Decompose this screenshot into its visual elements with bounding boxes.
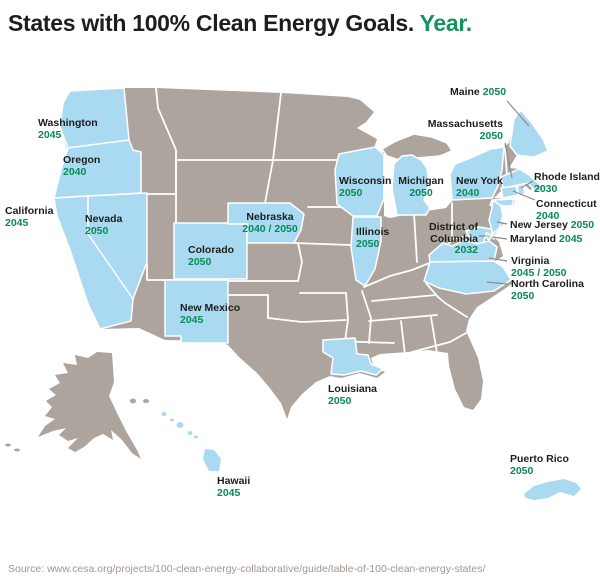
state-illinois	[350, 216, 382, 287]
state-wisconsin	[334, 146, 385, 217]
page-title: States with 100% Clean Energy Goals. Yea…	[8, 10, 472, 37]
state-hawaii	[161, 412, 221, 471]
state-louisiana	[322, 337, 384, 376]
state-new-york	[449, 146, 505, 201]
state-nevada	[87, 192, 148, 300]
label-colorado: Colorado 2050	[188, 244, 235, 268]
label-hawaii: Hawaii 2045	[217, 475, 251, 499]
state-colorado	[173, 222, 248, 280]
label-leader-lines	[479, 100, 536, 285]
label-california: California 2045	[5, 205, 54, 229]
label-virginia: Virginia 2045 / 2050	[511, 255, 567, 279]
source-attribution: Source: www.cesa.org/projects/100-clean-…	[8, 563, 486, 575]
label-maine: Maine 2050	[450, 86, 507, 98]
state-alaska	[5, 352, 149, 459]
label-louisiana: Louisiana 2050	[328, 383, 378, 407]
state-new-mexico	[164, 279, 229, 344]
state-maine	[509, 109, 549, 158]
state-connecticut	[500, 185, 519, 199]
label-wisconsin: Wisconsin 2050	[339, 175, 392, 199]
label-illinois: Illinois 2050	[356, 226, 390, 250]
label-washington: Washington 2045	[38, 117, 98, 141]
page-title-accent: Year.	[419, 10, 473, 36]
label-michigan: Michigan 2050	[398, 175, 444, 199]
state-oregon	[53, 139, 142, 199]
label-rhode-island: Rhode Island 2030	[534, 171, 600, 195]
state-nebraska	[227, 202, 305, 244]
label-north-carolina: North Carolina 2050	[511, 278, 584, 302]
state-puerto-rico	[524, 479, 581, 500]
label-new-york: New York 2040	[456, 175, 503, 199]
label-oregon: Oregon 2040	[63, 154, 101, 178]
label-new-mexico: New Mexico 2045	[180, 302, 241, 326]
state-new-jersey	[488, 199, 504, 235]
label-nebraska: Nebraska 2040 / 2050	[242, 211, 298, 235]
label-puerto-rico: Puerto Rico 2050	[510, 453, 569, 477]
label-massachusetts: Massachusetts 2050	[427, 118, 503, 142]
label-nevada: Nevada 2050	[85, 213, 123, 237]
page-title-main: States with 100% Clean Energy Goals.	[8, 10, 414, 36]
state-michigan	[391, 154, 431, 216]
label-connecticut: Connecticut 2040	[536, 198, 597, 222]
label-maryland: Maryland 2045	[510, 233, 583, 245]
label-new-jersey: New Jersey 2050	[510, 219, 595, 231]
state-michigan-upper-peninsula	[381, 133, 453, 161]
state-north-carolina	[423, 260, 512, 295]
label-district-of-columbia: District of Columbia 2032	[428, 221, 478, 256]
